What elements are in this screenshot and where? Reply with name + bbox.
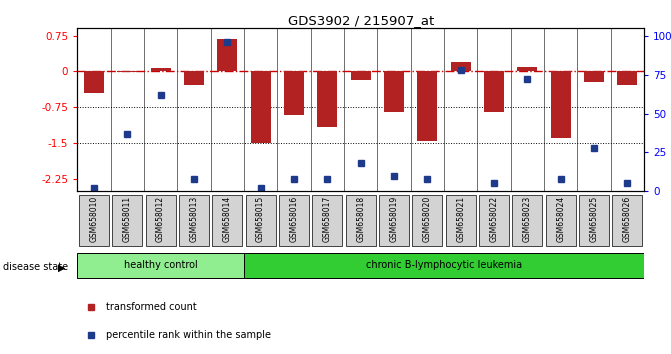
Text: GSM658016: GSM658016: [289, 196, 299, 242]
FancyBboxPatch shape: [312, 195, 342, 246]
Bar: [451, 62, 471, 72]
Bar: [384, 72, 404, 112]
FancyBboxPatch shape: [413, 195, 442, 246]
Bar: [284, 72, 304, 115]
Text: GSM658014: GSM658014: [223, 196, 231, 242]
FancyBboxPatch shape: [279, 195, 309, 246]
Text: healthy control: healthy control: [123, 261, 197, 270]
Bar: [517, 67, 537, 72]
Text: GSM658012: GSM658012: [156, 196, 165, 242]
Text: disease state: disease state: [3, 262, 68, 272]
FancyBboxPatch shape: [579, 195, 609, 246]
Text: GSM658011: GSM658011: [123, 196, 132, 242]
FancyBboxPatch shape: [79, 195, 109, 246]
FancyBboxPatch shape: [446, 195, 476, 246]
Bar: [150, 68, 170, 72]
Bar: [551, 72, 571, 138]
Bar: [317, 72, 338, 126]
Text: GSM658010: GSM658010: [89, 196, 99, 242]
FancyBboxPatch shape: [244, 253, 644, 278]
Text: GSM658022: GSM658022: [490, 196, 499, 242]
Text: GSM658015: GSM658015: [256, 196, 265, 242]
Text: transformed count: transformed count: [105, 302, 196, 312]
Text: GSM658019: GSM658019: [389, 196, 399, 242]
Bar: [417, 72, 437, 141]
FancyBboxPatch shape: [513, 195, 542, 246]
Title: GDS3902 / 215907_at: GDS3902 / 215907_at: [288, 14, 433, 27]
Bar: [617, 72, 637, 85]
Text: ▶: ▶: [58, 262, 66, 272]
Text: chronic B-lymphocytic leukemia: chronic B-lymphocytic leukemia: [366, 261, 522, 270]
FancyBboxPatch shape: [546, 195, 576, 246]
Text: GSM658026: GSM658026: [623, 196, 632, 242]
FancyBboxPatch shape: [479, 195, 509, 246]
Text: GSM658021: GSM658021: [456, 196, 465, 242]
FancyBboxPatch shape: [112, 195, 142, 246]
Bar: [584, 72, 604, 82]
Text: GSM658023: GSM658023: [523, 196, 532, 242]
Text: GSM658017: GSM658017: [323, 196, 332, 242]
Bar: [484, 72, 504, 112]
FancyBboxPatch shape: [613, 195, 643, 246]
Text: GSM658024: GSM658024: [556, 196, 565, 242]
Bar: [217, 39, 238, 72]
Text: GSM658020: GSM658020: [423, 196, 432, 242]
Bar: [351, 72, 370, 80]
Bar: [84, 72, 104, 93]
FancyBboxPatch shape: [379, 195, 409, 246]
FancyBboxPatch shape: [346, 195, 376, 246]
Text: percentile rank within the sample: percentile rank within the sample: [105, 330, 270, 341]
Text: GSM658013: GSM658013: [189, 196, 199, 242]
FancyBboxPatch shape: [146, 195, 176, 246]
Text: GSM658025: GSM658025: [590, 196, 599, 242]
Bar: [250, 72, 270, 143]
FancyBboxPatch shape: [179, 195, 209, 246]
FancyBboxPatch shape: [246, 195, 276, 246]
Bar: [184, 72, 204, 85]
FancyBboxPatch shape: [212, 195, 242, 246]
Text: GSM658018: GSM658018: [356, 196, 365, 242]
FancyBboxPatch shape: [77, 253, 244, 278]
